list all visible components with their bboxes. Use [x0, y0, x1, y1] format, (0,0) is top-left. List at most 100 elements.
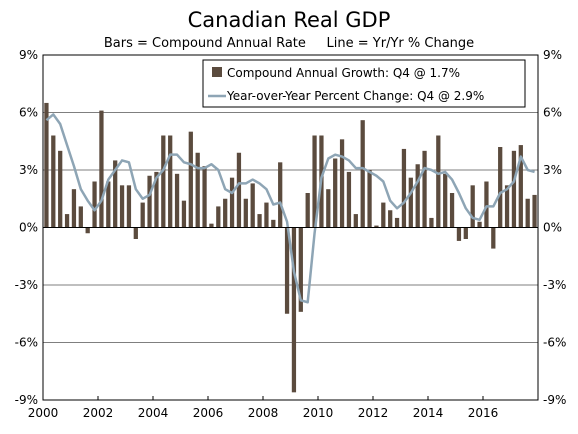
gdp-bar [312, 135, 317, 228]
gdp-bar [271, 219, 276, 228]
gdp-bar [532, 194, 537, 228]
gdp-bar [58, 150, 63, 228]
x-tick-label: 2014 [413, 406, 444, 420]
gdp-bar [339, 139, 345, 228]
gdp-bar [422, 150, 427, 228]
x-tick-label: 2002 [83, 406, 114, 420]
gdp-bar [92, 181, 97, 228]
y-tick-label-left: -9% [15, 393, 38, 407]
y-tick-label-right: 9% [543, 48, 562, 62]
chart-title: Canadian Real GDP [188, 8, 391, 32]
legend-bar-label: Compound Annual Growth: Q4 @ 1.7% [227, 66, 460, 80]
yoy-line [45, 113, 535, 304]
gdp-bar [140, 202, 145, 228]
gdp-bar [394, 217, 400, 228]
x-tick-label: 2010 [303, 406, 334, 420]
legend-box [202, 59, 526, 108]
gdp-bar [525, 198, 530, 228]
gdp-bar [333, 158, 338, 228]
gdp-bar [257, 214, 262, 228]
x-tick-label: 2006 [193, 406, 224, 420]
y-tick-label-left: -6% [15, 336, 38, 350]
chart-subtitle: Bars = Compound Annual Rate Line = Yr/Yr… [104, 36, 474, 51]
x-tick-label: 2004 [138, 406, 169, 420]
legend-line-label: Year-over-Year Percent Change: Q4 @ 2.9% [226, 89, 484, 103]
gdp-bar [119, 185, 125, 228]
gdp-bar [408, 177, 413, 228]
legend: Compound Annual Growth: Q4 @ 1.7% Year-o… [202, 59, 526, 108]
gdp-bar [470, 185, 475, 228]
legend-bar-swatch [212, 67, 222, 77]
gdp-bar [202, 166, 207, 228]
gdp-bar [188, 131, 193, 228]
y-tick-label-right: 0% [543, 221, 562, 235]
y-tick-label-right: 3% [543, 163, 562, 177]
gdp-bar [51, 135, 56, 228]
gdp-bar [243, 198, 248, 228]
gdp-bar [78, 206, 83, 228]
gdp-bar [456, 227, 462, 241]
gdp-bar [229, 177, 235, 228]
gdp-bar [264, 202, 269, 228]
gdp-bar [113, 160, 118, 228]
gdp-bar [388, 210, 393, 228]
y-tick-label-left: 6% [19, 106, 38, 120]
gdp-bar [181, 200, 187, 228]
gdp-bar [298, 227, 303, 312]
x-tick-label: 2012 [358, 406, 389, 420]
gdp-bar [518, 145, 523, 228]
gdp-bar [484, 181, 489, 228]
y-tick-label-left: 9% [19, 48, 38, 62]
gdp-bar [498, 147, 503, 228]
gdp-bar [477, 221, 482, 228]
gdp-bar [353, 214, 358, 228]
gdp-bar [71, 189, 77, 228]
gdp-bar [436, 135, 441, 228]
gdp-bar [401, 148, 407, 228]
gdp-bar [223, 198, 228, 228]
gdp-bar [64, 214, 70, 228]
gdp-bar [449, 193, 455, 228]
gdp-bar [291, 227, 297, 393]
gdp-bar [147, 175, 152, 228]
gdp-bar [236, 152, 242, 228]
gdp-bar [284, 227, 290, 314]
bar-series [44, 102, 537, 393]
gdp-bar [491, 227, 496, 249]
y-tick-label-right: -6% [543, 336, 566, 350]
gdp-bar [44, 102, 49, 228]
x-tick-label: 2000 [28, 406, 59, 420]
gdp-bar [154, 171, 159, 228]
gdp-bar [367, 170, 372, 228]
gdp-bar [278, 162, 283, 228]
gdp-bar [216, 206, 221, 228]
gdp-bar [250, 183, 255, 228]
gdp-bar [161, 135, 166, 228]
gdp-bar [99, 110, 104, 228]
gdp-bar [504, 185, 510, 228]
gdp-bar [106, 181, 111, 228]
gdp-bar [305, 193, 310, 228]
y-tick-label-left: -3% [15, 278, 38, 292]
x-tick-label: 2008 [248, 406, 279, 420]
y-tick-label-right: 6% [543, 106, 562, 120]
gdp-bar [463, 227, 468, 239]
x-tick-label: 2016 [468, 406, 499, 420]
gdp-bar [511, 150, 517, 228]
y-axis-left: 9% 6% 3% 0% -3% -6% -9% [15, 48, 38, 407]
gdp-bar [360, 120, 365, 228]
gdp-bar [174, 173, 180, 228]
gdp-bar [381, 202, 386, 228]
gdp-bar [85, 227, 90, 234]
gdp-bar [429, 217, 434, 228]
gdp-bar [443, 173, 448, 228]
x-axis: 2000 2002 2004 2006 2008 2010 2012 2014 2016 [28, 396, 499, 420]
gdp-bar [326, 189, 331, 228]
gdp-bar [133, 227, 138, 239]
gdp-bar [168, 135, 173, 228]
y-axis-right: 9% 6% 3% 0% -3% -6% -9% [543, 48, 566, 407]
gdp-bar [195, 152, 200, 228]
y-tick-label-right: -3% [543, 278, 566, 292]
gdp-bar [415, 164, 420, 228]
